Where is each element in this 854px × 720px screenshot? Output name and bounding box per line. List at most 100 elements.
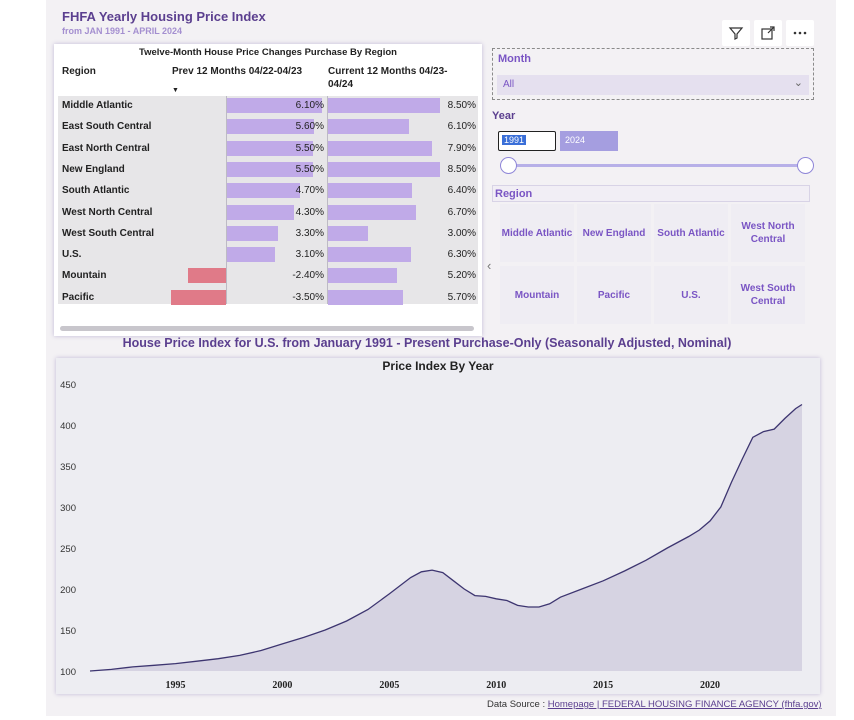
table-row[interactable]: Middle Atlantic 6.10% 8.50% <box>58 96 478 117</box>
region-name: East North Central <box>62 142 150 154</box>
column-divider <box>226 96 227 304</box>
year-slicer-label: Year <box>492 110 516 122</box>
region-tile-us[interactable]: U.S. <box>654 266 728 324</box>
y-tick-label: 150 <box>60 626 76 637</box>
current-change-value: 6.40% <box>447 185 476 197</box>
current-change-bar <box>328 268 397 284</box>
report-title: FHFA Yearly Housing Price Index <box>62 9 266 24</box>
region-tile-middle-atlantic[interactable]: Middle Atlantic <box>500 204 574 262</box>
price-index-chart-svg: Price Index By Year 100 150 200 250 300 350 400… <box>60 359 803 691</box>
region-slicer-header: Region <box>492 185 810 202</box>
prev-change-bar <box>226 183 301 199</box>
region-name: South Atlantic <box>62 185 130 197</box>
chevron-down-icon[interactable]: ⌄ <box>793 77 803 89</box>
visual-toolbar <box>722 20 814 46</box>
current-change-bar <box>328 204 417 220</box>
table-row[interactable]: East South Central 5.60% 6.10% <box>58 117 478 138</box>
prev-change-bar <box>170 289 226 305</box>
year-slider-start-handle[interactable] <box>500 157 517 174</box>
region-tile-west-south-central[interactable]: West South Central <box>731 266 805 324</box>
chevron-left-icon[interactable]: ‹ <box>487 258 492 273</box>
price-index-chart[interactable]: Price Index By Year 100 150 200 250 300 350 400… <box>56 358 820 694</box>
y-tick-label: 250 <box>60 544 76 555</box>
region-tile-mountain[interactable]: Mountain <box>500 266 574 324</box>
current-change-value: 5.70% <box>447 291 476 303</box>
table-row[interactable]: South Atlantic 4.70% 6.40% <box>58 181 478 202</box>
current-change-value: 6.70% <box>447 206 476 218</box>
y-tick-label: 300 <box>60 503 76 514</box>
prev-change-value: -3.50% <box>292 291 324 303</box>
prev-change-bar <box>188 268 226 284</box>
prev-change-bar <box>226 161 313 177</box>
year-slider-end-handle[interactable] <box>797 157 814 174</box>
more-options-icon[interactable] <box>786 20 814 46</box>
prev-change-value: 5.50% <box>295 163 324 175</box>
prev-change-value: 3.30% <box>295 227 324 239</box>
horizontal-scrollbar[interactable] <box>60 326 474 331</box>
prev-change-value: 5.50% <box>295 142 324 154</box>
current-change-value: 6.10% <box>447 121 476 133</box>
prev-change-value: 3.10% <box>295 249 324 261</box>
year-from-value: 1991 <box>502 135 527 145</box>
x-tick-label: 2005 <box>379 680 399 691</box>
table-row[interactable]: U.S. 3.10% 6.30% <box>58 245 478 266</box>
current-change-value: 8.50% <box>447 163 476 175</box>
table-row[interactable]: Mountain -2.40% 5.20% <box>58 266 478 287</box>
region-tile-south-atlantic[interactable]: South Atlantic <box>654 204 728 262</box>
current-change-value: 6.30% <box>447 249 476 261</box>
x-tick-label: 2000 <box>272 680 292 691</box>
prev-change-bar <box>226 98 323 113</box>
expand-icon[interactable] <box>754 20 782 46</box>
current-change-value: 7.90% <box>447 142 476 154</box>
current-change-bar <box>328 247 412 263</box>
year-to-value: 2024 <box>565 135 586 145</box>
prev-change-value: 4.70% <box>295 185 324 197</box>
current-change-bar <box>328 140 433 156</box>
prev-change-value: 4.30% <box>295 206 324 218</box>
sort-desc-icon[interactable]: ▼ <box>172 87 179 94</box>
region-name: U.S. <box>62 249 82 261</box>
current-change-bar <box>328 161 441 177</box>
month-dropdown-value: All <box>503 79 515 90</box>
region-tile-west-north-central[interactable]: West North Central <box>731 204 805 262</box>
y-tick-label: 450 <box>60 380 76 391</box>
current-change-value: 5.20% <box>447 270 476 282</box>
region-name: Middle Atlantic <box>62 100 133 111</box>
prev-change-bar <box>226 204 294 220</box>
table-row[interactable]: East North Central 5.50% 7.90% <box>58 139 478 160</box>
current-change-bar <box>328 289 404 305</box>
data-source-footer: Data Source : Homepage | FEDERAL HOUSING… <box>487 699 822 710</box>
column-header-current[interactable]: Current 12 Months 04/23-04/24 <box>328 66 448 90</box>
data-source-link[interactable]: Homepage | FEDERAL HOUSING FINANCE AGENC… <box>547 699 822 710</box>
table-row[interactable]: West North Central 4.30% 6.70% <box>58 203 478 224</box>
region-price-change-table[interactable]: Twelve-Month House Price Changes Purchas… <box>54 44 482 336</box>
filter-icon[interactable] <box>722 20 750 46</box>
prev-change-bar <box>226 225 279 241</box>
prev-change-value: -2.40% <box>292 270 324 282</box>
table-row[interactable]: West South Central 3.30% 3.00% <box>58 224 478 245</box>
column-divider <box>327 96 328 304</box>
year-slider-track[interactable] <box>508 164 806 167</box>
region-slicer-label: Region <box>495 188 533 200</box>
table-body: Middle Atlantic 6.10% 8.50% East South Cent… <box>58 96 478 305</box>
year-to-input[interactable]: 2024 <box>560 131 618 151</box>
table-row[interactable]: New England 5.50% 8.50% <box>58 160 478 181</box>
x-tick-label: 1995 <box>166 680 186 691</box>
y-tick-label: 400 <box>60 421 76 432</box>
month-dropdown[interactable]: All ⌄ <box>497 75 809 95</box>
region-name: West South Central <box>62 227 155 239</box>
year-from-input[interactable]: 1991 <box>498 131 556 151</box>
prev-change-value: 6.10% <box>295 100 324 111</box>
region-name: West North Central <box>62 206 153 218</box>
chart-title: Price Index By Year <box>382 359 494 373</box>
table-row[interactable]: Pacific -3.50% 5.70% <box>58 288 478 309</box>
region-name: East South Central <box>62 121 152 133</box>
region-tile-new-england[interactable]: New England <box>577 204 651 262</box>
price-index-area <box>90 404 802 671</box>
column-header-prev[interactable]: Prev 12 Months 04/22-04/23 <box>172 66 303 77</box>
region-tile-pacific[interactable]: Pacific <box>577 266 651 324</box>
prev-change-bar <box>226 140 313 156</box>
month-slicer[interactable]: Month All ⌄ <box>492 48 814 100</box>
column-header-region[interactable]: Region <box>62 66 96 77</box>
